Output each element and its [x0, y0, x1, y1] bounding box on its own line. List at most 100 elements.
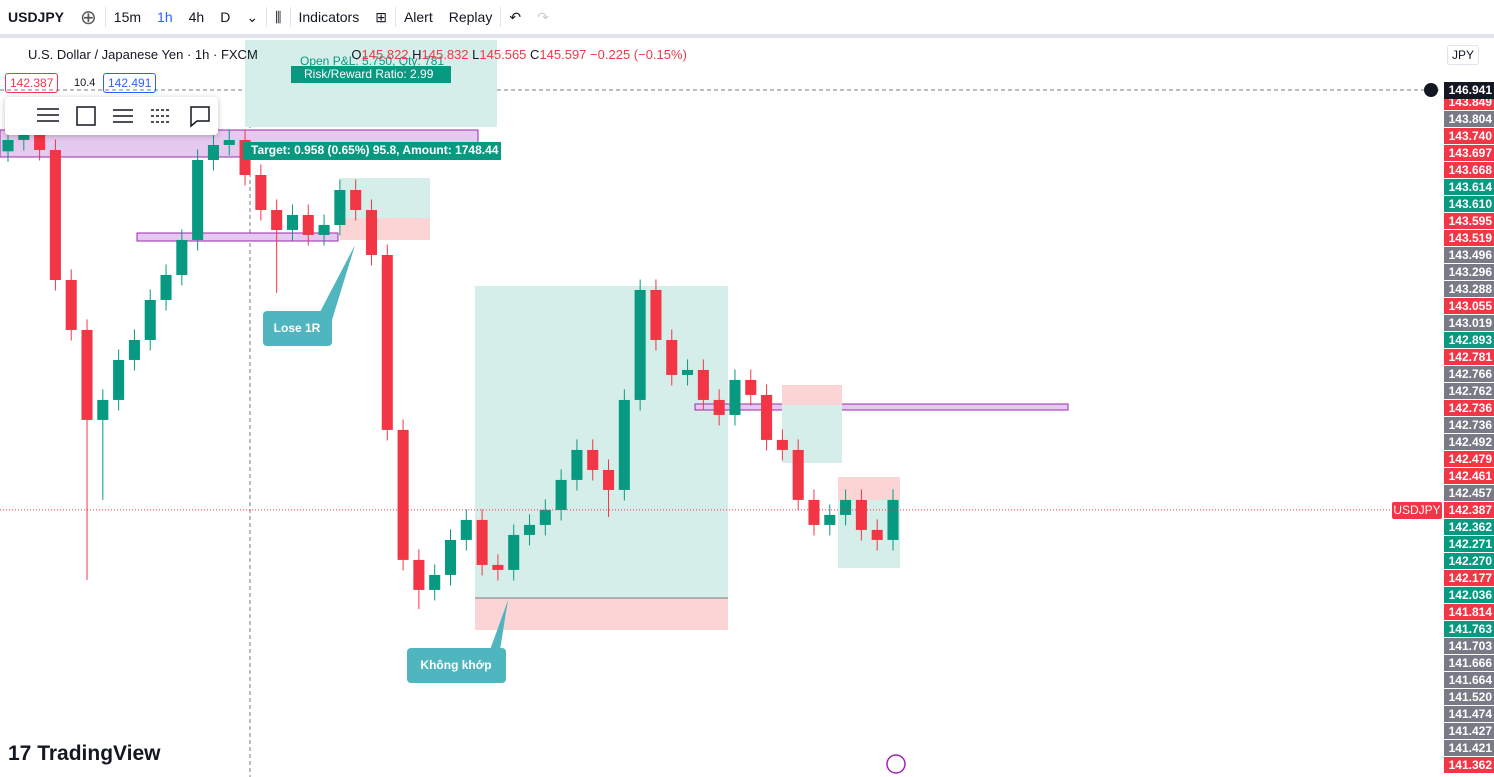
candle-body	[792, 449, 804, 500]
price-tag-text: 143.055	[1449, 299, 1493, 313]
replay[interactable]: Replay	[448, 9, 493, 25]
interval[interactable]: 4h	[188, 9, 205, 25]
candle-body	[334, 189, 346, 225]
candle-body	[555, 479, 567, 510]
price-tag	[1444, 621, 1494, 637]
callout-text: Không khớp	[420, 658, 491, 672]
price-tag	[1444, 349, 1494, 365]
price-tag-text: 142.177	[1449, 571, 1493, 585]
candle-body	[460, 519, 472, 540]
legend: U.S. Dollar / Japanese Yen · 1h · FXCM O…	[28, 47, 687, 62]
callout-text: Lose 1R	[274, 321, 321, 335]
currency[interactable]: JPY	[1447, 45, 1480, 65]
profit-zone	[245, 40, 497, 127]
candle-body	[444, 539, 457, 575]
price-tag-text: 142.387	[1449, 503, 1493, 517]
price-tag-text: 141.664	[1449, 673, 1493, 687]
candle-body	[855, 499, 867, 530]
price-tag-text: 142.736	[1449, 418, 1493, 432]
price-tag	[1444, 417, 1494, 433]
callout	[407, 648, 506, 683]
alert[interactable]: Alert	[403, 9, 433, 25]
change: −0.225 (−0.15%)	[590, 47, 687, 62]
price-tag	[1444, 111, 1494, 127]
undo[interactable]: ↶	[509, 8, 522, 25]
price-tag	[1444, 247, 1494, 263]
price-tag-text: 141.427	[1449, 724, 1493, 738]
candle-body	[286, 214, 298, 230]
price-tag-text: 141.520	[1449, 690, 1493, 704]
indicators[interactable]: Indicators	[298, 9, 360, 25]
crosshair-add[interactable]	[1424, 83, 1438, 97]
price-tag	[1444, 451, 1494, 467]
brand-mark: 17	[8, 742, 38, 765]
candle-body	[761, 394, 773, 440]
redo[interactable]: ↷	[537, 8, 549, 25]
price-tag-text: 141.703	[1449, 639, 1493, 653]
price-tag	[1444, 230, 1494, 246]
candle-body	[97, 399, 109, 420]
price-tag	[1444, 757, 1494, 773]
interval[interactable]: 15m	[113, 9, 142, 25]
tool-icon[interactable]	[76, 106, 96, 126]
add-symbol[interactable]: ⊕	[80, 6, 97, 29]
price-tag-text: 142.270	[1449, 554, 1493, 568]
interval[interactable]: D	[220, 9, 231, 25]
chart: Lose 1R Không khớp Open P&L: 5.750, Qty:…	[0, 40, 1494, 777]
price-tag-text: 142.766	[1449, 367, 1493, 381]
interval[interactable]: 1h	[157, 9, 173, 25]
candle-body	[729, 379, 741, 415]
price-tag-text: 141.666	[1449, 656, 1493, 670]
candle-body	[318, 224, 330, 235]
candle-body	[429, 574, 441, 590]
price-tag	[1444, 672, 1494, 688]
price-tag-text: 143.288	[1449, 282, 1493, 296]
value: 145.832	[421, 47, 469, 62]
tool-icon[interactable]	[190, 106, 210, 128]
candle-body	[603, 469, 615, 490]
spread: 10.4	[74, 77, 96, 89]
price-tag	[1444, 264, 1494, 280]
candle-body	[840, 499, 852, 515]
price-tag-text: 143.519	[1449, 231, 1493, 245]
tool-icon[interactable]	[113, 109, 133, 123]
chart-style[interactable]: ⫼	[275, 8, 282, 25]
price-tag	[1444, 519, 1494, 535]
candle-body	[2, 139, 14, 152]
interval-menu[interactable]: ⌄	[246, 8, 259, 25]
tool-icon[interactable]	[37, 108, 59, 122]
price-tag-text: 143.019	[1449, 316, 1493, 330]
candle-body	[34, 134, 46, 150]
top-toolbar: USDJPY ⊕ 15m 1h 4h D ⌄ ⫼ Indicators ⊞ Al…	[0, 0, 1494, 38]
separator	[394, 7, 396, 27]
price-tag-text: 142.271	[1449, 537, 1493, 551]
separator	[500, 7, 502, 27]
candle-body	[697, 369, 709, 400]
candle-body	[776, 439, 788, 450]
layouts[interactable]: ⊞	[375, 8, 387, 25]
candle-body	[745, 379, 757, 395]
symbol[interactable]: USDJPY	[8, 9, 65, 25]
candle-body	[113, 359, 125, 400]
label-box	[243, 142, 501, 160]
loss-zone	[475, 598, 728, 630]
callout-pointer	[320, 245, 355, 320]
price-tag	[1444, 502, 1494, 518]
price-tag-text: 142.457	[1449, 486, 1493, 500]
bid[interactable]: 142.387	[5, 73, 59, 93]
price-tag	[1444, 145, 1494, 161]
candle-body	[207, 144, 219, 160]
price-tag	[1444, 553, 1494, 569]
price-tag	[1444, 332, 1494, 348]
ask[interactable]: 142.491	[103, 73, 157, 93]
price-tag-text: 142.781	[1449, 350, 1493, 364]
loss-zone	[838, 477, 900, 500]
events-icon[interactable]	[886, 754, 906, 774]
price-tag	[1444, 162, 1494, 178]
price-tag	[1444, 400, 1494, 416]
tool-icon[interactable]	[151, 109, 171, 123]
drawing-toolbar	[5, 97, 218, 135]
candle-body	[128, 339, 140, 360]
price-tag	[1444, 366, 1494, 382]
price-tag	[1444, 468, 1494, 484]
